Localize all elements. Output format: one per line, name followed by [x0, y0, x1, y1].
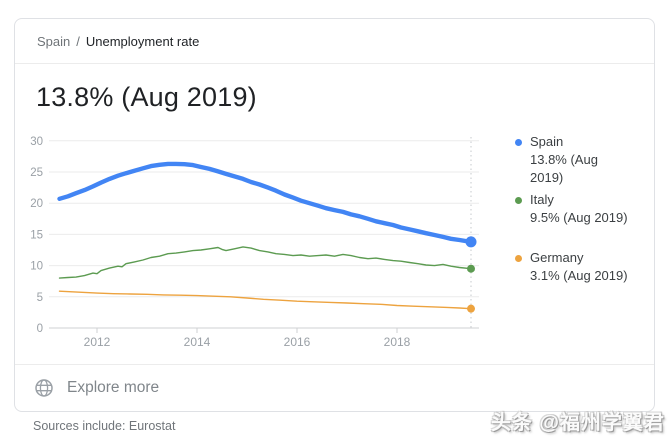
breadcrumb-location[interactable]: Spain: [37, 33, 71, 49]
legend-name-germany: Germany: [530, 250, 584, 265]
legend-value-germany: 3.1% (Aug 2019): [530, 268, 628, 283]
breadcrumb: Spain / Unemployment rate: [37, 19, 199, 63]
statistics-card: Spain / Unemployment rate 13.8% (Aug 201…: [14, 18, 655, 412]
legend-value-spain: 13.8% (Aug 2019): [530, 152, 598, 185]
headline-value: 13.8% (Aug 2019): [36, 82, 257, 112]
legend-name-spain: Spain: [530, 134, 564, 149]
svg-text:2014: 2014: [184, 335, 211, 349]
legend-item-italy: Italy 9.5% (Aug 2019): [515, 191, 655, 249]
svg-text:2018: 2018: [384, 335, 411, 349]
svg-text:20: 20: [30, 198, 43, 210]
watermark: 头条 @福州学翼君: [490, 412, 665, 434]
breadcrumb-separator: /: [76, 33, 80, 49]
legend-name-italy: Italy: [530, 192, 554, 207]
svg-text:10: 10: [30, 261, 43, 273]
svg-text:30: 30: [30, 136, 43, 148]
legend-dot-germany-icon: [515, 255, 522, 262]
legend-dot-italy-icon: [515, 197, 522, 204]
legend-item-spain: Spain 13.8% (Aug 2019): [515, 133, 655, 191]
legend-dot-spain-icon: [515, 139, 522, 146]
svg-text:5: 5: [37, 292, 43, 304]
footer-divider: [15, 364, 654, 365]
globe-icon: [35, 379, 53, 397]
explore-more-label: Explore more: [67, 379, 160, 396]
svg-text:2012: 2012: [84, 335, 111, 349]
svg-text:15: 15: [30, 229, 43, 241]
unemployment-line-chart[interactable]: 0 5 10 15 20 25 30 2012 2014 2016 2018: [15, 129, 515, 361]
header-divider: [15, 63, 654, 64]
svg-text:2016: 2016: [284, 335, 311, 349]
legend-item-germany: Germany 3.1% (Aug 2019): [515, 249, 655, 307]
chart-legend: Spain 13.8% (Aug 2019) Italy 9.5% (Aug 2…: [515, 133, 655, 307]
svg-text:25: 25: [30, 167, 43, 179]
legend-value-italy: 9.5% (Aug 2019): [530, 210, 628, 225]
breadcrumb-topic: Unemployment rate: [85, 33, 200, 49]
explore-more-button[interactable]: Explore more: [15, 365, 654, 411]
svg-text:0: 0: [37, 323, 43, 335]
sources-note: Sources include: Eurostat: [33, 419, 176, 433]
